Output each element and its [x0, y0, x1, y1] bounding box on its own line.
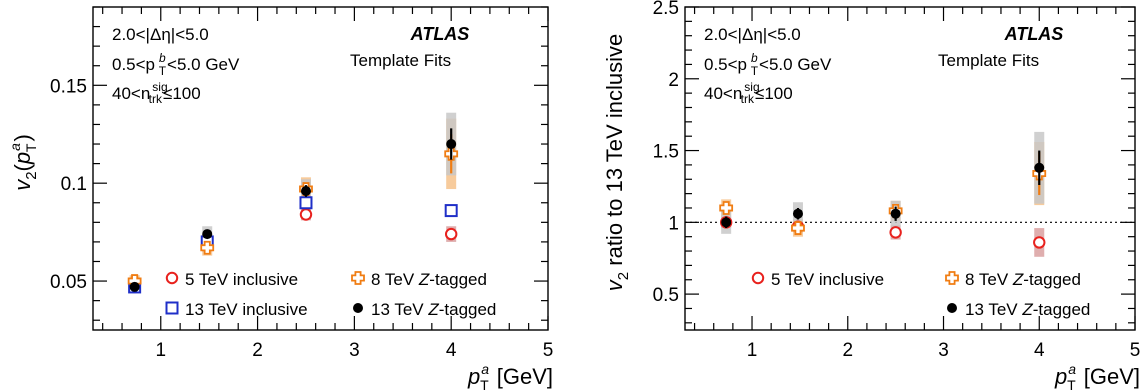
- method-label: Template Fits: [350, 51, 451, 70]
- x-tick-label: 4: [446, 340, 457, 361]
- legend-item-8-tev-z-tagged: 8 TeV Z-tagged: [351, 270, 487, 289]
- x-tick-label: 1: [747, 340, 758, 361]
- series-8-tev-z-tagged-points: [127, 134, 459, 288]
- legend-marker: [351, 271, 365, 285]
- data-point: [299, 196, 313, 210]
- annotation-eta-range: 2.0<|Δη|<5.0: [112, 25, 209, 44]
- y-axis-title: v2 ratio to 13 TeV inclusive: [602, 34, 632, 291]
- data-point: [444, 204, 458, 218]
- legend-label: 8 TeV Z-tagged: [371, 270, 487, 289]
- annotation-eta-range: 2.0<|Δη|<5.0: [704, 25, 801, 44]
- legend-label: 13 TeV inclusive: [185, 300, 308, 319]
- series-13-tev-z-tagged-points: [129, 128, 457, 292]
- data-point: [791, 221, 805, 235]
- atlas-label: ATLAS: [1004, 24, 1064, 44]
- y-tick-label: 0.1: [61, 174, 87, 195]
- x-axis-title: pa T [GeV]: [1054, 361, 1140, 391]
- y-tick-label: 0.15: [50, 76, 87, 97]
- data-point: [1034, 162, 1045, 173]
- y-tick-label: 1.5: [653, 142, 679, 163]
- series-8-tev-z-tagged: [129, 118, 457, 287]
- x-axis-title: pa T [GeV]: [467, 361, 553, 391]
- x-tick-label: 1: [155, 340, 166, 361]
- data-point: [129, 281, 140, 292]
- annotation-ntrk-range: 40<n sig trk≤100: [112, 80, 201, 106]
- legend-item-8-tev-z-tagged: 8 TeV Z-tagged: [945, 270, 1081, 289]
- annotation-pt-range: 0.5<p b T<5.0 GeV: [112, 51, 240, 78]
- data-point: [1033, 236, 1046, 249]
- legend-marker: [945, 271, 959, 285]
- annotation-ntrk-range: 40<n sig trk≤100: [704, 80, 793, 106]
- method-label: Template Fits: [938, 51, 1039, 70]
- legend-item-13-tev-z-tagged: 13 TeV Z-tagged: [353, 300, 496, 319]
- data-point: [890, 208, 901, 219]
- legend-label: 13 TeV Z-tagged: [371, 300, 496, 319]
- legend-label: 5 TeV inclusive: [771, 270, 884, 289]
- plot-frame: [684, 6, 1136, 331]
- data-point: [719, 201, 734, 215]
- y-axis-title: v2(paT): [7, 134, 40, 191]
- annotation-pt-range: 0.5<p b T<5.0 GeV: [704, 51, 832, 78]
- chart-panel-left: 1 2 3 4 5 0.05 0.1 0.15 2.0<|Δη|<5.0 0.5<p b T<5.0 …: [7, 6, 554, 391]
- data-point: [889, 226, 902, 239]
- x-tick-label: 3: [938, 340, 949, 361]
- x-tick-label: 2: [252, 340, 263, 361]
- chart-panel-right: 1 2 3 4 5 0.5 1 1.5 2 2.5 2.0<|Δη|<5.0 0.5<p b T<5.0 …: [602, 0, 1140, 391]
- x-tick-label: 2: [842, 340, 853, 361]
- plot-frame: [92, 6, 549, 331]
- x-tick-label: 4: [1034, 340, 1045, 361]
- legend-marker: [165, 271, 179, 285]
- legend-item-5-tev-inclusive: 5 TeV inclusive: [165, 270, 298, 289]
- legend-label: 8 TeV Z-tagged: [965, 270, 1081, 289]
- series-13-tev-z-tagged: [129, 112, 457, 293]
- y-tick-label: 0.5: [653, 285, 679, 306]
- data-point: [444, 227, 458, 241]
- legend-marker: [165, 301, 179, 315]
- y-tick-label: 1: [668, 213, 679, 234]
- y-tick-label: 2: [668, 70, 679, 91]
- y-tick-label: 0.05: [50, 272, 87, 293]
- data-point: [200, 240, 215, 255]
- atlas-label: ATLAS: [410, 24, 470, 44]
- legend-marker: [947, 303, 957, 313]
- legend-marker: [751, 271, 765, 285]
- y-tick-label: 2.5: [653, 0, 679, 19]
- data-point: [792, 208, 803, 219]
- legend-item-13-tev-z-tagged: 13 TeV Z-tagged: [947, 300, 1090, 319]
- data-point: [300, 186, 311, 197]
- series-13-tev-z-tagged: [721, 131, 1045, 234]
- data-point: [299, 208, 313, 221]
- x-tick-label: 5: [1130, 340, 1141, 361]
- data-point: [721, 217, 732, 228]
- legend-item-5-tev-inclusive: 5 TeV inclusive: [751, 270, 884, 289]
- legend-marker: [353, 303, 363, 313]
- series-13-tev-z-tagged-points: [721, 150, 1045, 229]
- data-point: [202, 229, 213, 240]
- x-tick-label: 3: [349, 340, 360, 361]
- legend-item-13-tev-inclusive: 13 TeV inclusive: [165, 300, 308, 319]
- legend-label: 5 TeV inclusive: [185, 270, 298, 289]
- legend-label: 13 TeV Z-tagged: [965, 300, 1090, 319]
- data-point: [446, 139, 457, 150]
- x-tick-label: 5: [543, 340, 554, 361]
